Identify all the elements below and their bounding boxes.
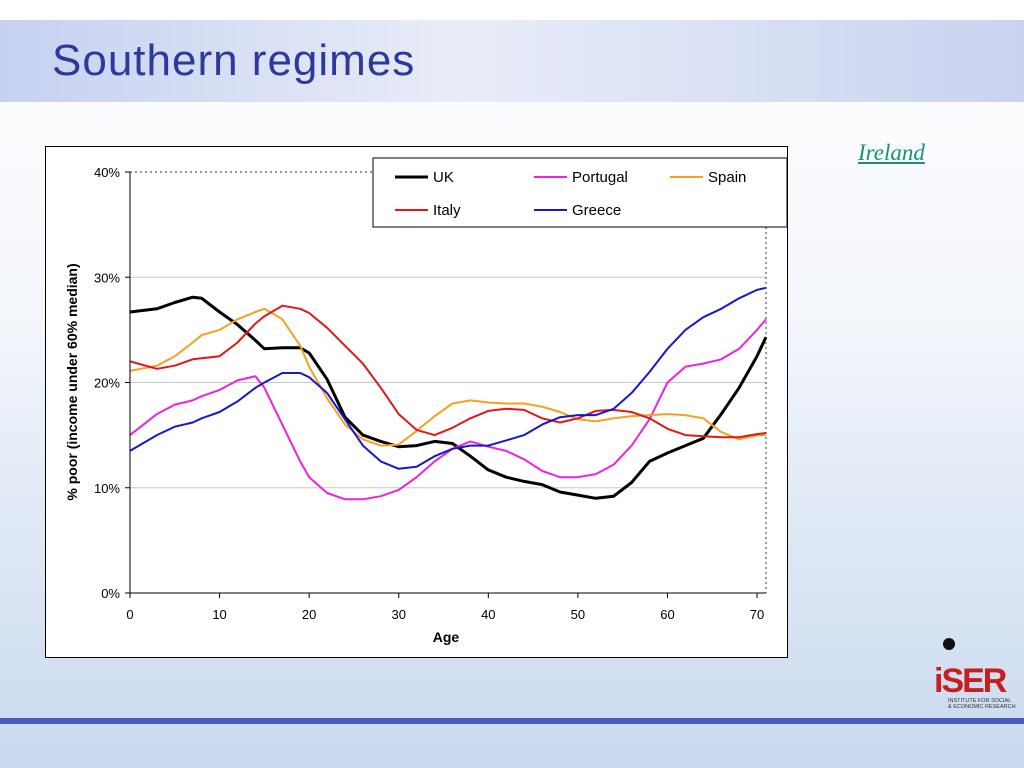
title-band (0, 20, 1024, 102)
x-tick-label: 30 (391, 607, 405, 622)
x-tick-label: 10 (212, 607, 226, 622)
x-tick-label: 70 (750, 607, 764, 622)
y-tick-label: 40% (94, 165, 120, 180)
legend-label-uk: UK (433, 169, 454, 186)
series-line-uk (129, 295, 768, 500)
x-tick-label: 60 (660, 607, 674, 622)
y-tick-label: 10% (94, 481, 120, 496)
x-tick-label: 20 (302, 607, 316, 622)
series-line-italy (129, 304, 767, 439)
x-tick-label: 40 (481, 607, 495, 622)
x-tick-label: 50 (571, 607, 585, 622)
y-tick-label: 30% (94, 270, 120, 285)
line-chart: 0% 10% 20% 30% 40% 0 10 20 30 40 50 60 70 Age % poor… (64, 157, 788, 645)
y-axis-title: % poor (income under 60% median) (64, 263, 80, 500)
chart-legend: UK Portugal Spain Italy Greece (372, 157, 788, 228)
logo-caption-2: & ECONOMIC RESEARCH (948, 704, 1016, 710)
series-line-spain (129, 307, 766, 447)
legend-box (372, 157, 788, 228)
footer-rule (0, 718, 1024, 724)
legend-label-spain: Spain (708, 169, 746, 186)
logo-caption-1: INSTITUTE FOR SOCIAL (948, 698, 1011, 704)
logo-wordmark: iSER (934, 662, 1007, 700)
chart-series (129, 286, 768, 501)
slide-title: Southern regimes (52, 36, 416, 85)
series-line-portugal (129, 318, 767, 501)
x-axis-title: Age (433, 629, 460, 645)
logo-dot (943, 638, 955, 650)
x-tick-label: 0 (126, 607, 133, 622)
series-line-greece (129, 286, 767, 470)
chart-gridlines (130, 171, 767, 593)
y-tick-label: 20% (94, 376, 120, 391)
legend-label-italy: Italy (433, 202, 461, 219)
iser-logo: iSER INSTITUTE FOR SOCIAL & ECONOMIC RES… (934, 638, 1016, 710)
legend-label-portugal: Portugal (572, 169, 628, 186)
chart-ticks: 0% 10% 20% 30% 40% 0 10 20 30 40 50 60 70 (94, 165, 764, 622)
chart-frame: 0% 10% 20% 30% 40% 0 10 20 30 40 50 60 70 Age % poor… (45, 146, 788, 658)
y-tick-label: 0% (101, 586, 120, 601)
legend-label-greece: Greece (572, 202, 621, 219)
ireland-link[interactable]: Ireland (858, 140, 925, 165)
